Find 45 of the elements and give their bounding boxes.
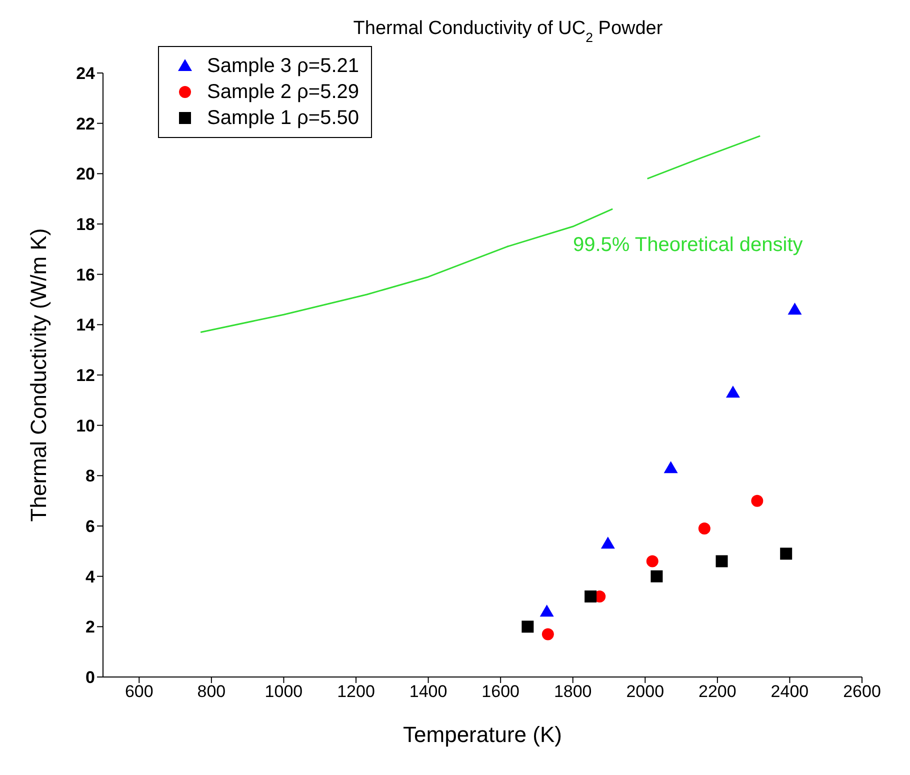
x-tick-label: 800 (197, 682, 226, 702)
point (646, 555, 658, 568)
point (650, 570, 663, 582)
y-tick-label: 16 (76, 265, 95, 284)
legend-label: Sample 2 ρ=5.29 (207, 80, 360, 105)
y-axis-title: Thermal Conductivity (W/m K) (26, 228, 51, 522)
y-tick-label: 20 (76, 164, 95, 184)
point (600, 536, 615, 549)
point (698, 522, 710, 535)
point (540, 604, 554, 617)
y-tick-label: 10 (76, 416, 95, 436)
legend-label: Sample 1 ρ=5.50 (207, 106, 360, 131)
y-tick-label: 24 (76, 64, 96, 84)
y-tick-label: 0 (86, 668, 95, 688)
x-tick-label: 600 (124, 682, 154, 702)
y-tick-label: 6 (86, 517, 95, 536)
y-tick-label: 18 (76, 215, 95, 234)
y-tick-label: 2 (86, 618, 95, 637)
x-tick-label: 1800 (554, 682, 592, 702)
y-tick-label: 4 (86, 567, 96, 586)
point (522, 620, 534, 633)
point (542, 628, 554, 640)
x-tick-label: 1400 (409, 682, 448, 702)
x-tick-label: 1200 (337, 682, 375, 702)
y-tick-label: 12 (76, 366, 95, 386)
y-tick-label: 22 (76, 114, 95, 134)
chart-title: Thermal Conductivity of UC$_{2}$ Powder (353, 18, 664, 44)
y-tick-label: 8 (86, 466, 95, 486)
y-tick-label: 14 (76, 316, 96, 335)
point (751, 494, 764, 507)
x-tick-label: 2200 (698, 682, 736, 702)
legend-label: Sample 3 ρ=5.21 (207, 54, 360, 79)
x-tick-label: 2600 (843, 682, 881, 702)
x-axis-title: Temperature (K) (403, 722, 562, 747)
annotation: 99.5% Theoretical density (573, 234, 803, 257)
point (780, 548, 792, 560)
x-tick-label: 2400 (770, 682, 809, 702)
x-tick-label: 1000 (264, 682, 303, 702)
point (664, 461, 678, 474)
point (726, 386, 740, 398)
x-tick-label: 2000 (626, 682, 664, 702)
point (788, 302, 802, 315)
point (584, 590, 597, 602)
point (716, 555, 728, 568)
x-tick-label: 1600 (482, 682, 520, 702)
